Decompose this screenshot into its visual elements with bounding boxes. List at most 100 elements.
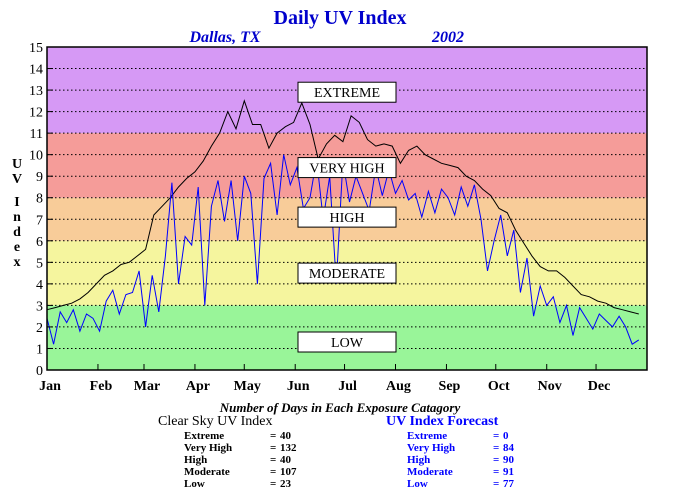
clear-sky-stat-equals: = xyxy=(270,478,277,490)
x-tick-label: Jan xyxy=(39,379,61,394)
forecast-stats-title: UV Index Forecast xyxy=(386,414,499,429)
x-axis: Jan Feb Mar Apr May Jun Jul Aug Sep Oct Nov Dec xyxy=(39,364,610,394)
clear-sky-stat-row: Extreme = 40 xyxy=(184,430,297,442)
forecast-stat-value: 90 xyxy=(503,454,514,466)
y-axis-label-char: x xyxy=(14,255,21,270)
forecast-stat-value: 77 xyxy=(503,478,514,490)
y-tick-label: 14 xyxy=(29,63,43,78)
y-axis-label-char: U xyxy=(12,157,22,172)
x-tick-label: Nov xyxy=(538,379,562,394)
y-tick-label: 8 xyxy=(36,192,43,207)
y-axis-label-char: e xyxy=(14,240,20,255)
y-tick-label: 7 xyxy=(36,213,43,228)
forecast-stat-equals: = xyxy=(493,454,500,466)
band-label-moderate: MODERATE xyxy=(309,267,385,282)
y-tick-label: 11 xyxy=(30,127,43,142)
forecast-stat-label: Extreme xyxy=(407,430,448,442)
band-label-box-high xyxy=(297,206,397,228)
forecast-stat-equals: = xyxy=(493,442,500,454)
x-tick-label: Jun xyxy=(287,379,310,394)
band-label-box-very-high xyxy=(297,157,397,179)
band-labels: LOW MODERATE HIGH VERY HIGH EXTREME xyxy=(297,81,397,353)
y-tick-label: 5 xyxy=(36,256,43,271)
clear-sky-stat-value: 132 xyxy=(280,442,297,454)
y-axis-label-char: V xyxy=(12,172,22,187)
band-label-box-low xyxy=(297,331,397,353)
clear-sky-stat-equals: = xyxy=(270,466,277,478)
chart-title: Daily UV Index xyxy=(274,7,407,29)
y-tick-label: 4 xyxy=(36,278,43,293)
chart-year: 2002 xyxy=(431,29,464,46)
forecast-stat-value: 0 xyxy=(503,430,509,442)
clear-sky-stats-title: Clear Sky UV Index xyxy=(158,414,273,429)
x-tick-label: Aug xyxy=(386,379,411,394)
clear-sky-stat-value: 107 xyxy=(280,466,297,478)
clear-sky-stat-row: High = 40 xyxy=(184,454,297,466)
y-tick-label: 10 xyxy=(29,149,43,164)
band-label-low: LOW xyxy=(331,336,364,351)
clear-sky-stat-label: Very High xyxy=(184,442,233,454)
clear-sky-stat-row: Very High = 132 xyxy=(184,442,297,454)
forecast-stat-label: Moderate xyxy=(407,466,453,478)
plot-frame xyxy=(46,46,648,371)
forecast-stat-label: Low xyxy=(407,478,428,490)
clear-sky-stat-label: Extreme xyxy=(184,430,225,442)
clear-sky-series-line xyxy=(46,99,639,315)
band-label-high: HIGH xyxy=(330,211,365,226)
y-tick-label: 0 xyxy=(36,364,43,379)
y-tick-label: 15 xyxy=(29,41,43,56)
x-tick-label: Feb xyxy=(90,379,113,394)
clear-sky-stat-label: High xyxy=(184,454,208,466)
y-tick-label: 6 xyxy=(36,235,43,250)
band-label-box-moderate xyxy=(297,262,397,284)
y-tick-label: 3 xyxy=(36,299,43,314)
forecast-stat-row: Moderate = 91 xyxy=(407,466,514,478)
x-tick-label: Apr xyxy=(186,379,210,394)
forecast-stat-label: Very High xyxy=(407,442,456,454)
x-tick-label: Oct xyxy=(488,379,510,394)
forecast-stat-row: Extreme = 0 xyxy=(407,430,514,442)
forecast-stat-row: High = 90 xyxy=(407,454,514,466)
band-label-box-extreme xyxy=(297,81,397,103)
x-tick-label: Jul xyxy=(338,379,357,394)
forecast-stat-row: Very High = 84 xyxy=(407,442,514,454)
forecast-stat-label: High xyxy=(407,454,431,466)
stats-heading: Number of Days in Each Exposure Catagory xyxy=(219,400,461,415)
x-tick-label: May xyxy=(234,379,261,394)
y-tick-label: 9 xyxy=(36,170,43,185)
x-tick-label: Dec xyxy=(588,379,611,394)
y-tick-label: 13 xyxy=(29,84,43,99)
y-tick-label: 12 xyxy=(29,106,43,121)
y-axis-label-char: I xyxy=(14,195,19,210)
band-label-extreme: EXTREME xyxy=(314,86,380,101)
clear-sky-stat-value: 23 xyxy=(280,478,291,490)
y-axis-label-char: n xyxy=(13,210,21,225)
forecast-stat-row: Low = 77 xyxy=(407,478,514,490)
forecast-stat-value: 84 xyxy=(503,442,514,454)
x-tick-label: Sep xyxy=(439,379,461,394)
forecast-stat-equals: = xyxy=(493,466,500,478)
clear-sky-stat-equals: = xyxy=(270,430,277,442)
forecast-stat-value: 91 xyxy=(503,466,514,478)
clear-sky-stat-row: Low = 23 xyxy=(184,478,297,490)
clear-sky-stat-equals: = xyxy=(270,442,277,454)
clear-sky-stats: Clear Sky UV Index Extreme = 40 Very High = 1… xyxy=(158,414,297,490)
clear-sky-stat-label: Low xyxy=(184,478,205,490)
forecast-stats: UV Index Forecast Extreme = 0 Very High = 84 H… xyxy=(386,414,514,490)
clear-sky-stat-value: 40 xyxy=(280,454,291,466)
band-label-very-high: VERY HIGH xyxy=(309,162,384,177)
gridlines xyxy=(47,68,647,349)
clear-sky-stat-label: Moderate xyxy=(184,466,230,478)
clear-sky-stat-value: 40 xyxy=(280,430,291,442)
y-axis-label-char: d xyxy=(13,225,21,240)
y-tick-label: 1 xyxy=(36,342,43,357)
y-tick-label: 2 xyxy=(36,321,43,336)
chart-location: Dallas, TX xyxy=(188,29,260,46)
forecast-stat-equals: = xyxy=(493,478,500,490)
x-tick-label: Mar xyxy=(134,379,160,394)
clear-sky-stat-row: Moderate = 107 xyxy=(184,466,297,478)
clear-sky-stat-equals: = xyxy=(270,454,277,466)
